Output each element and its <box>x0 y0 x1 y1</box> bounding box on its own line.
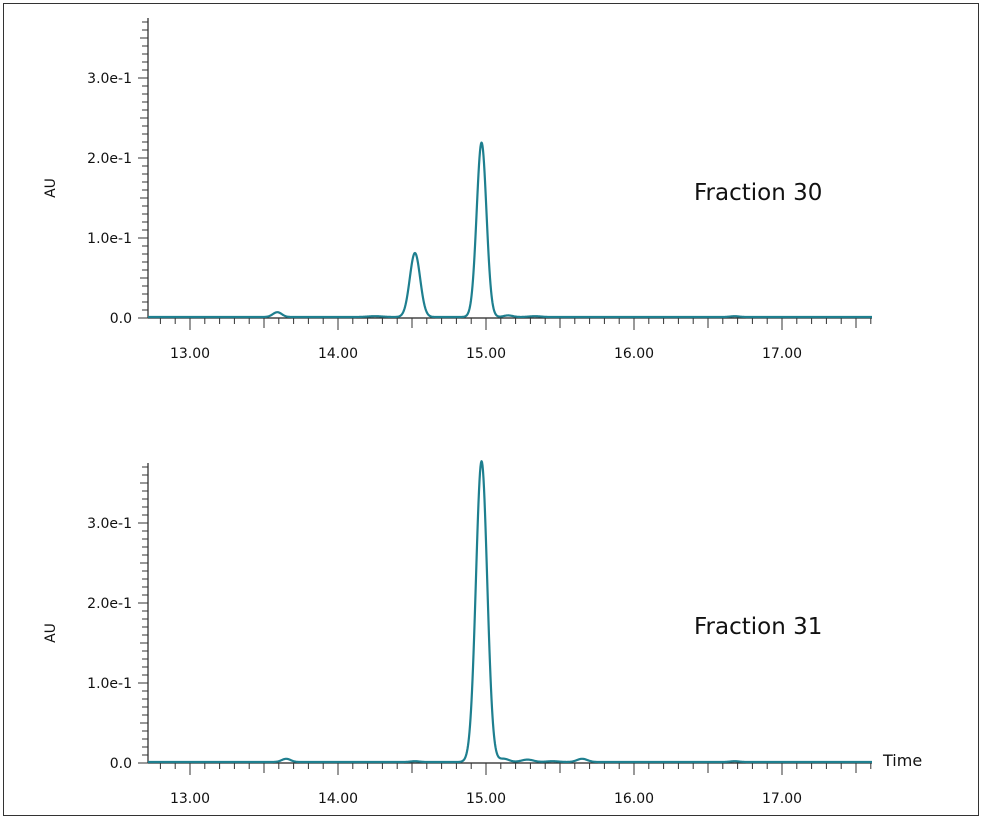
y-tick-label: 2.0e-1 <box>87 151 132 167</box>
y-tick-label: 0.0 <box>110 756 132 772</box>
x-tick-label: 14.00 <box>318 791 358 807</box>
y-tick-label: 0.0 <box>110 311 132 327</box>
y-tick-label: 2.0e-1 <box>87 596 132 612</box>
y-axis: 0.0 1.0e-1 2.0e-1 3.0e-1 <box>87 18 149 327</box>
x-tick-label: 13.00 <box>170 346 210 362</box>
y-axis: 0.0 1.0e-1 2.0e-1 3.0e-1 <box>87 463 149 772</box>
x-tick-label: 16.00 <box>614 791 654 807</box>
x-tick-label: 17.00 <box>762 791 802 807</box>
x-tick-label: 14.00 <box>318 346 358 362</box>
y-axis-label: AU <box>43 623 59 643</box>
x-tick-label: 17.00 <box>762 346 802 362</box>
x-tick-label: 16.00 <box>614 346 654 362</box>
y-tick-label: 3.0e-1 <box>87 71 132 87</box>
x-tick-label: 15.00 <box>466 791 506 807</box>
x-axis-label: Time <box>882 751 922 770</box>
y-tick-label: 1.0e-1 <box>87 676 132 692</box>
chromatogram-trace <box>147 141 873 319</box>
fraction-label: Fraction 30 <box>694 180 822 206</box>
y-tick-label: 3.0e-1 <box>87 516 132 532</box>
fraction-label: Fraction 31 <box>694 614 822 640</box>
x-tick-label: 15.00 <box>466 346 506 362</box>
y-tick-label: 1.0e-1 <box>87 231 132 247</box>
x-axis: 13.00 14.00 15.00 16.00 17.00 <box>148 762 872 807</box>
chromatogram-panel-fraction-30: 0.0 1.0e-1 2.0e-1 3.0e-1 13.00 14.00 15.00 16.… <box>43 18 873 362</box>
chromatogram-panel-fraction-31: 0.0 1.0e-1 2.0e-1 3.0e-1 13.00 14.00 15.00 16.… <box>43 460 922 807</box>
x-tick-label: 13.00 <box>170 791 210 807</box>
x-axis: 13.00 14.00 15.00 16.00 17.00 <box>148 317 872 362</box>
y-axis-label: AU <box>43 178 59 198</box>
chromatogram-trace <box>147 460 873 764</box>
